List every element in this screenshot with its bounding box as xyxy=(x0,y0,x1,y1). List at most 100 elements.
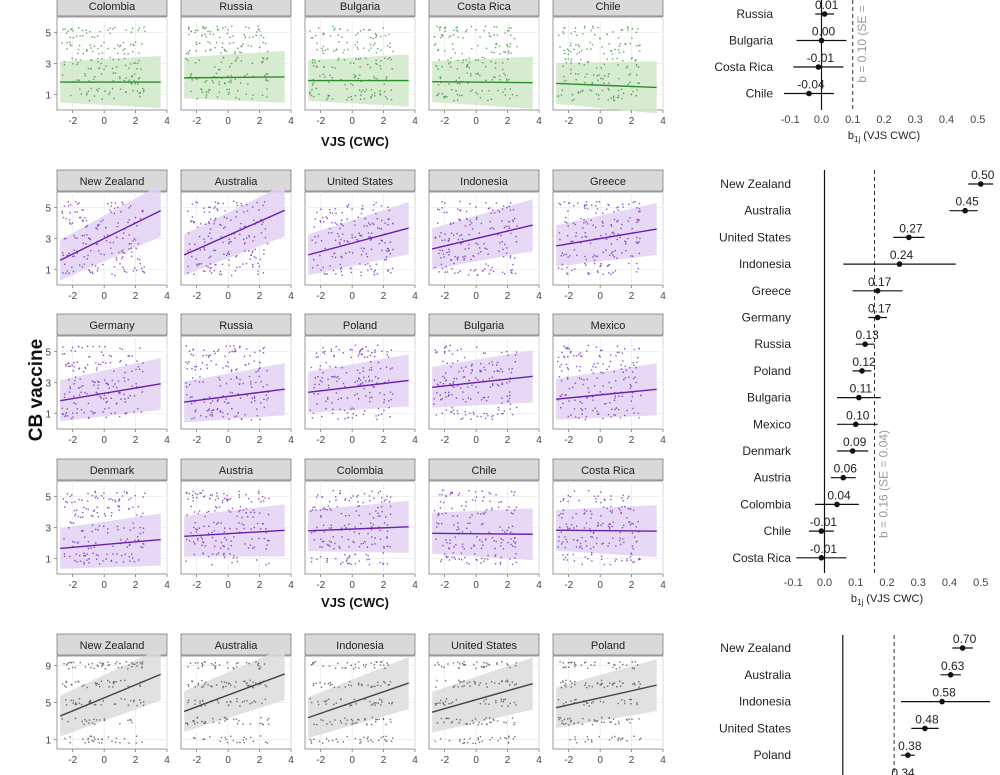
data-point xyxy=(344,686,346,688)
data-point xyxy=(122,237,124,240)
data-point xyxy=(506,529,508,532)
data-point xyxy=(348,556,351,558)
data-point xyxy=(631,523,633,525)
data-point xyxy=(86,553,88,555)
data-point xyxy=(215,506,217,508)
data-point xyxy=(64,415,66,418)
data-point xyxy=(239,378,241,381)
data-point xyxy=(113,681,116,683)
data-point xyxy=(109,241,111,244)
data-point xyxy=(100,73,103,75)
data-point xyxy=(88,722,90,724)
data-point xyxy=(442,360,444,363)
data-point xyxy=(129,395,131,397)
data-point xyxy=(515,506,518,508)
x-tick-label: -2 xyxy=(68,435,77,446)
data-point xyxy=(570,700,572,702)
data-point xyxy=(358,398,360,400)
data-point xyxy=(372,741,374,743)
data-point xyxy=(86,50,88,52)
data-point xyxy=(506,252,508,254)
data-point xyxy=(268,723,270,725)
data-point xyxy=(372,386,375,388)
data-point xyxy=(481,490,483,492)
data-point xyxy=(110,412,112,415)
data-point xyxy=(485,683,487,685)
data-point xyxy=(186,514,188,516)
data-point xyxy=(500,234,502,237)
data-point xyxy=(127,668,129,670)
data-point xyxy=(229,65,231,68)
data-point xyxy=(257,370,259,372)
data-point xyxy=(217,702,220,704)
data-point xyxy=(343,240,345,242)
data-point xyxy=(449,61,451,64)
data-point xyxy=(266,685,268,688)
data-point xyxy=(266,242,269,245)
data-point xyxy=(243,355,246,358)
data-point xyxy=(117,505,119,507)
data-point xyxy=(212,33,214,36)
data-point xyxy=(313,393,315,395)
data-point xyxy=(68,362,70,364)
data-point xyxy=(65,680,67,683)
data-point xyxy=(634,376,636,378)
data-point xyxy=(455,90,457,92)
data-point xyxy=(377,515,380,517)
data-point xyxy=(354,76,356,78)
data-point xyxy=(476,661,478,663)
data-point xyxy=(364,356,366,358)
data-point xyxy=(634,536,636,538)
data-point xyxy=(128,243,130,245)
data-point xyxy=(567,210,569,212)
data-point xyxy=(326,557,328,560)
data-point xyxy=(383,500,386,502)
regression-line xyxy=(307,682,409,719)
data-point xyxy=(620,88,623,90)
data-point xyxy=(361,205,364,207)
data-point xyxy=(227,366,229,368)
data-point xyxy=(558,232,561,234)
data-point xyxy=(209,33,211,35)
data-point xyxy=(458,722,460,724)
data-point xyxy=(482,379,484,381)
regression-line xyxy=(183,673,285,713)
data-point xyxy=(335,702,337,704)
forest-row-label: Germany xyxy=(742,311,791,325)
data-point xyxy=(361,348,363,351)
data-point xyxy=(333,548,335,550)
data-point xyxy=(321,540,324,543)
data-point xyxy=(78,394,81,396)
data-point xyxy=(315,682,318,685)
data-point xyxy=(201,544,203,547)
data-point xyxy=(196,263,198,266)
data-point xyxy=(366,737,368,740)
data-point xyxy=(343,49,345,51)
data-point xyxy=(471,369,473,371)
data-point xyxy=(235,369,237,371)
data-point xyxy=(222,27,224,29)
data-point xyxy=(498,250,500,252)
data-point xyxy=(448,254,450,256)
data-point xyxy=(449,493,451,496)
data-point xyxy=(512,219,514,221)
data-point xyxy=(508,227,511,229)
facet-title: Australia xyxy=(215,176,259,188)
data-point xyxy=(512,512,514,515)
data-point xyxy=(143,543,145,545)
data-point xyxy=(508,735,510,737)
facet-bulgaria: Bulgaria-2 0 2 4 xyxy=(428,313,542,446)
data-point xyxy=(567,58,569,60)
data-point xyxy=(448,248,450,251)
data-point xyxy=(376,63,378,65)
data-point xyxy=(111,379,113,382)
data-point xyxy=(626,558,628,560)
data-point xyxy=(386,563,389,565)
data-point xyxy=(567,662,570,664)
data-point xyxy=(439,37,442,39)
data-point xyxy=(439,235,441,237)
data-point xyxy=(217,522,219,524)
x-tick-label: 4 xyxy=(660,291,666,302)
data-point xyxy=(610,387,612,389)
data-point xyxy=(439,77,442,80)
